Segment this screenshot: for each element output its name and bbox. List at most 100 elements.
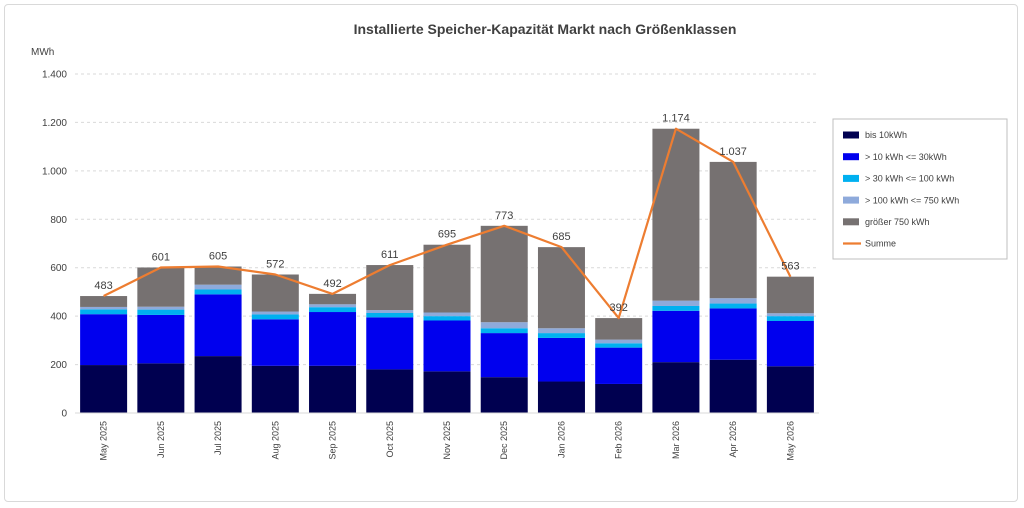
bar-segment <box>309 307 357 313</box>
x-tick-label: Sep 2025 <box>328 421 338 460</box>
legend-label: bis 10kWh <box>865 130 907 140</box>
x-tick-label: Dec 2025 <box>499 421 509 460</box>
data-label: 572 <box>266 258 284 270</box>
legend-swatch <box>843 196 859 204</box>
stacked-bars <box>80 128 814 413</box>
summe-line-series <box>103 127 792 320</box>
data-label: 695 <box>438 229 456 241</box>
bar-segment <box>595 347 643 384</box>
bar-segment <box>366 265 414 311</box>
bar-segment <box>480 225 528 323</box>
x-tick-label: Mar 2026 <box>671 421 681 459</box>
data-label: 492 <box>323 278 341 290</box>
bar-segment <box>366 369 414 413</box>
bar-segment <box>766 313 814 317</box>
legend-swatch <box>843 153 859 161</box>
bar-segment <box>480 377 528 413</box>
legend-box <box>832 118 1008 260</box>
bar-segment <box>709 303 757 309</box>
bar-segment <box>80 314 128 366</box>
bar-segment <box>766 316 814 321</box>
bar-segment <box>194 284 242 290</box>
bar-segment <box>709 298 757 304</box>
bar-segment <box>309 365 357 413</box>
bar-segment <box>709 359 757 413</box>
bar-segment <box>309 293 357 305</box>
y-tick-label: 1.400 <box>42 70 67 81</box>
bar-segment <box>423 244 471 313</box>
y-tick-label: 200 <box>50 360 67 371</box>
legend-label: > 10 kWh <= 30kWh <box>865 152 947 162</box>
chart-frame: Installierte Speicher-Kapazität Markt na… <box>4 4 1018 502</box>
bar-segment <box>480 328 528 334</box>
x-tick-label: Feb 2026 <box>614 421 624 459</box>
data-label: 392 <box>610 302 628 314</box>
bar-segment <box>80 306 128 310</box>
bar-segment <box>766 366 814 413</box>
x-tick-label: Jun 2025 <box>156 421 166 458</box>
bar-segment <box>537 333 585 338</box>
bar-segment <box>537 337 585 382</box>
data-label: 601 <box>152 251 170 263</box>
legend-swatch <box>843 218 859 226</box>
legend-swatch <box>843 131 859 139</box>
bar-segment <box>137 363 185 413</box>
data-labels: 483 601 605 572 492 611 695 773 685 392 1.174 1.037… <box>94 113 799 314</box>
data-label: 483 <box>94 280 112 292</box>
bar-segment <box>366 317 414 370</box>
x-tick-label: Jan 2026 <box>556 421 566 458</box>
legend-label: > 30 kWh <= 100 kWh <box>865 174 954 184</box>
data-label: 1.037 <box>719 146 747 158</box>
bar-segment <box>595 343 643 348</box>
bar-segment <box>80 296 128 307</box>
bar-segment <box>194 356 242 413</box>
y-tick-label: 400 <box>50 312 67 323</box>
bar-segment <box>80 365 128 413</box>
x-axis-ticks: May 2025 Jun 2025 Jul 2025 Aug 2025 Sep 2025… <box>99 421 796 461</box>
y-tick-label: 1.000 <box>42 166 67 177</box>
x-tick-label: Jul 2025 <box>213 421 223 455</box>
y-axis-ticks: 0 200 400 600 800 1.000 1.200 1.400 <box>42 70 67 420</box>
bar-segment <box>366 310 414 313</box>
y-tick-label: 600 <box>50 263 67 274</box>
bar-segment <box>194 266 242 285</box>
legend: bis 10kWh > 10 kWh <= 30kWh > 30 kWh <= 10… <box>832 118 1008 260</box>
bar-segment <box>709 308 757 360</box>
y-tick-label: 800 <box>50 215 67 226</box>
legend-label: größer 750 kWh <box>865 217 930 227</box>
bar-segment <box>652 305 700 311</box>
bar-segment <box>595 339 643 344</box>
summe-line <box>103 127 792 320</box>
chart-title: Installierte Speicher-Kapazität Markt na… <box>354 21 737 37</box>
bar-segment <box>309 304 357 308</box>
bar-segment <box>251 365 299 413</box>
bar-segment <box>251 319 299 366</box>
x-tick-label: May 2026 <box>785 421 795 461</box>
bar-segment <box>137 309 185 315</box>
bar-segment <box>652 128 700 301</box>
bar-segment <box>80 309 128 315</box>
bar-segment <box>652 300 700 306</box>
data-label: 605 <box>209 251 227 263</box>
bar-segment <box>652 310 700 363</box>
bar-segment <box>251 311 299 315</box>
bar-segment <box>423 312 471 317</box>
x-tick-label: Apr 2026 <box>728 421 738 458</box>
bar-segment <box>537 381 585 413</box>
bar-segment <box>766 276 814 314</box>
bar-segment <box>137 314 185 364</box>
y-tick-label: 0 <box>61 409 67 420</box>
data-label: 611 <box>381 249 399 261</box>
legend-label: > 100 kWh <= 750 kWh <box>865 195 959 205</box>
bar-segment <box>595 383 643 413</box>
bar-segment <box>766 320 814 367</box>
x-tick-label: Nov 2025 <box>442 421 452 460</box>
bar-segment <box>194 294 242 357</box>
bar-segment <box>537 328 585 334</box>
data-label: 1.174 <box>662 113 690 125</box>
y-axis-unit: MWh <box>31 47 54 58</box>
bar-segment <box>537 247 585 329</box>
bar-segment <box>423 320 471 372</box>
bar-segment <box>309 312 357 366</box>
data-label: 685 <box>552 231 570 243</box>
